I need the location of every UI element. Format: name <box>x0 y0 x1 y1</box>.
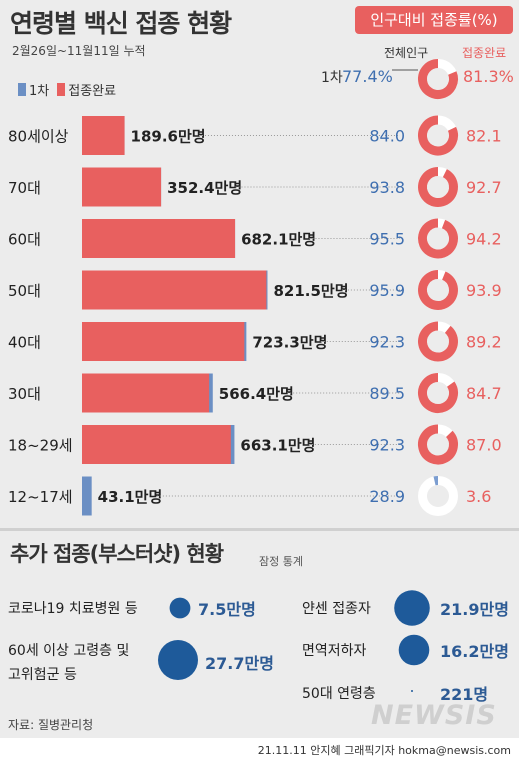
first-dose-rate: 84.0 <box>369 127 405 146</box>
booster-value-janssen: 21.9만명 <box>440 600 509 619</box>
first-dose-rate: 89.5 <box>369 384 405 403</box>
first-dose-rate: 92.3 <box>369 333 405 352</box>
category-label: 80세이상 <box>8 128 69 146</box>
booster-bubble <box>169 597 191 619</box>
rate-donut <box>418 424 458 465</box>
booster-value-covid-hospital: 7.5만명 <box>198 600 256 619</box>
section-divider <box>0 528 519 531</box>
full-rate: 3.6 <box>466 487 491 506</box>
booster-label-janssen: 얀센 접종자 <box>302 601 371 617</box>
bar-fully-vaccinated <box>82 167 162 207</box>
category-label: 30대 <box>8 385 41 403</box>
bar-value-label: 189.6만명 <box>131 128 206 146</box>
overall-donut <box>418 59 458 99</box>
booster-bubbles <box>158 590 430 692</box>
booster-label-covid-hospital: 코로나19 치료병원 등 <box>8 601 138 617</box>
full-rate: 89.2 <box>466 333 502 352</box>
rate-donut <box>418 115 458 156</box>
full-rate: 84.7 <box>466 384 502 403</box>
first-dose-rate: 95.5 <box>369 230 405 249</box>
bar-fully-vaccinated <box>82 373 210 413</box>
page-title: 연령별 백신 접종 현황 <box>10 9 232 38</box>
full-rate: 94.2 <box>466 230 502 249</box>
rate-donut <box>418 270 458 310</box>
first-dose-rate: 95.9 <box>369 281 405 300</box>
rate-donut <box>418 218 458 259</box>
bar-value-label: 352.4만명 <box>167 179 242 197</box>
category-label: 60대 <box>8 231 41 249</box>
column-header-fully-vaccinated: 접종완료 <box>462 46 507 60</box>
date-range: 2월26일~11월11일 누적 <box>12 44 146 58</box>
booster-bubble <box>158 640 198 680</box>
legend-swatch-fully-vaccinated <box>57 83 66 96</box>
bar-first-dose <box>82 476 92 516</box>
booster-label-immunocompromised: 면역저하자 <box>302 643 367 659</box>
bar-fully-vaccinated <box>82 270 267 310</box>
footer-bar <box>0 738 519 760</box>
legend-label-fully-vaccinated: 접종완료 <box>68 84 117 99</box>
booster-value-elderly: 27.7만명 <box>205 654 274 673</box>
booster-bubble <box>394 590 430 626</box>
rate-donut <box>418 167 458 207</box>
bar-fully-vaccinated <box>82 322 245 361</box>
booster-value-immunocompromised: 16.2만명 <box>440 642 509 661</box>
legend: 1차 접종완료 <box>18 80 124 99</box>
category-label: 50대 <box>8 282 41 300</box>
rate-badge: 인구대비 접종률(%) <box>355 6 513 34</box>
booster-label-50s: 50대 연령층 <box>302 686 376 702</box>
booster-label-elderly-2: 고위험군 등 <box>8 667 77 683</box>
overall-full-rate: 81.3% <box>463 67 514 86</box>
booster-value-50s: 221명 <box>440 685 489 704</box>
newsis-logo: NEWSIS <box>371 700 497 731</box>
category-label: 70대 <box>8 179 41 197</box>
bar-value-label: 723.3만명 <box>252 334 327 352</box>
bar-fully-vaccinated <box>82 116 125 155</box>
bar-value-label: 682.1만명 <box>241 231 316 249</box>
category-label: 12~17세 <box>8 488 73 506</box>
full-rate: 92.7 <box>466 178 502 197</box>
bar-value-label: 821.5만명 <box>273 282 348 300</box>
booster-label-elderly-1: 60세 이상 고령층 및 <box>8 643 130 659</box>
overall-label: 1차 <box>321 70 343 86</box>
bar-value-label: 663.1만명 <box>240 437 315 455</box>
first-dose-rate: 92.3 <box>369 436 405 455</box>
booster-bubble <box>411 690 413 692</box>
first-dose-rate: 93.8 <box>369 178 405 197</box>
first-dose-rate: 28.9 <box>369 487 405 506</box>
booster-bubble <box>398 634 430 666</box>
booster-section-title: 추가 접종(부스터샷) 현황 <box>10 542 224 566</box>
legend-swatch-first-dose <box>18 83 26 96</box>
bar-fully-vaccinated <box>82 219 236 258</box>
full-rate: 87.0 <box>466 436 502 455</box>
credit-text: 21.11.11 안지혜 그래픽기자 hokma@newsis.com <box>257 744 511 757</box>
column-header-total-population: 전체인구 <box>384 46 429 60</box>
category-label: 18~29세 <box>8 437 73 455</box>
rate-donut <box>418 321 458 362</box>
rate-donut <box>418 476 458 516</box>
legend-label-first-dose: 1차 <box>29 84 50 99</box>
category-label: 40대 <box>8 334 41 352</box>
booster-note: 잠정 통계 <box>259 555 303 568</box>
full-rate: 93.9 <box>466 281 502 300</box>
full-rate: 82.1 <box>466 127 502 146</box>
bar-value-label: 43.1만명 <box>98 488 163 506</box>
source-text: 자료: 질병관리청 <box>8 718 94 732</box>
bar-fully-vaccinated <box>82 425 231 464</box>
bar-value-label: 566.4만명 <box>219 385 294 403</box>
rate-donut <box>418 373 458 413</box>
overall-first-dose-rate: 77.4% <box>342 67 393 86</box>
